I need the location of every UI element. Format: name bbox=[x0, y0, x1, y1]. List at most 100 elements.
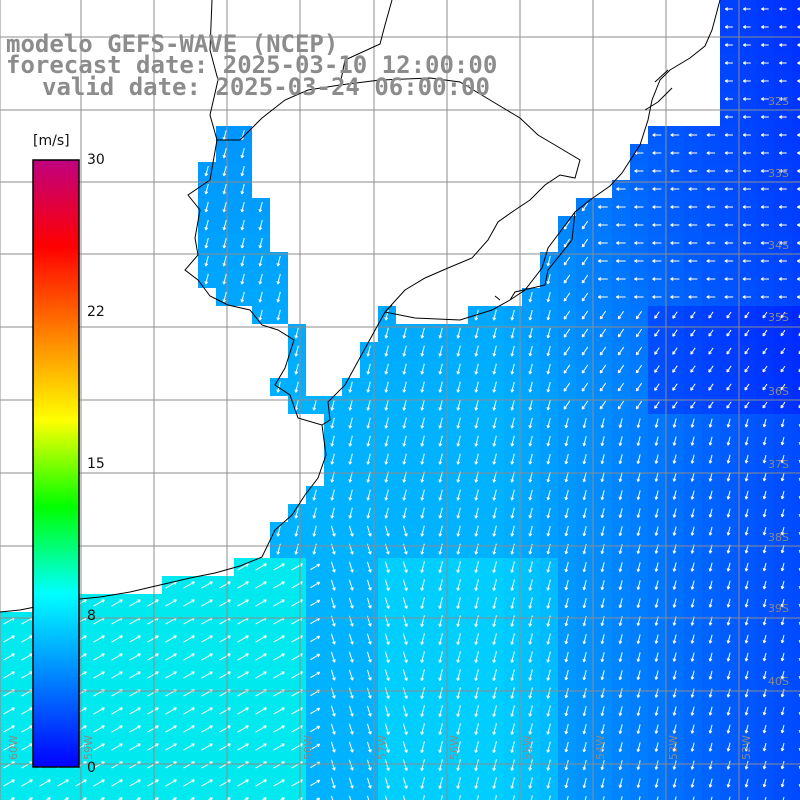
wind-arrow bbox=[276, 255, 281, 267]
wind-arrow bbox=[742, 223, 752, 227]
wind-arrow bbox=[384, 345, 389, 357]
wind-arrow bbox=[546, 561, 551, 573]
wind-arrow bbox=[456, 453, 461, 465]
wind-arrow bbox=[600, 580, 605, 591]
wind-arrow bbox=[762, 760, 767, 770]
wind-arrow bbox=[670, 133, 680, 137]
wind-arrow bbox=[564, 579, 569, 591]
field-cell bbox=[792, 522, 800, 540]
wind-arrow bbox=[93, 653, 105, 661]
wind-arrow bbox=[183, 725, 195, 733]
wind-arrow bbox=[706, 205, 716, 209]
field-cell bbox=[792, 612, 800, 630]
wind-arrow bbox=[672, 760, 677, 770]
wind-arrow bbox=[654, 508, 659, 518]
wind-arrow bbox=[708, 383, 714, 391]
wind-arrow bbox=[510, 723, 515, 735]
wind-arrow bbox=[564, 525, 569, 537]
wind-arrow bbox=[726, 329, 732, 337]
wind-arrow bbox=[384, 525, 390, 537]
wind-arrow bbox=[546, 381, 551, 393]
wind-arrow bbox=[384, 651, 390, 663]
wind-arrow bbox=[492, 309, 497, 321]
field-cell bbox=[144, 792, 162, 800]
wind-arrow bbox=[366, 435, 371, 447]
field-cell bbox=[792, 342, 800, 360]
field-cell bbox=[180, 792, 198, 800]
wind-arrow bbox=[510, 309, 515, 321]
wind-arrow bbox=[563, 346, 571, 356]
wind-arrow bbox=[617, 382, 625, 392]
wind-arrow bbox=[129, 599, 141, 607]
wind-arrow bbox=[546, 327, 551, 339]
field-cell bbox=[702, 792, 720, 800]
wind-arrow bbox=[384, 453, 389, 465]
field-cell bbox=[288, 792, 306, 800]
wind-arrow bbox=[706, 169, 716, 173]
wind-arrow bbox=[778, 187, 787, 191]
wind-arrow bbox=[672, 329, 678, 337]
wind-arrow bbox=[762, 383, 768, 391]
wind-arrow bbox=[618, 418, 623, 429]
wind-arrow bbox=[420, 615, 425, 627]
wind-arrow bbox=[384, 579, 390, 591]
wind-arrow bbox=[222, 201, 227, 213]
wind-arrow bbox=[600, 724, 605, 735]
wind-arrow bbox=[616, 295, 626, 299]
wind-arrow bbox=[672, 706, 677, 716]
wind-arrow bbox=[672, 652, 677, 662]
wind-arrow bbox=[258, 291, 263, 303]
wind-arrow bbox=[762, 347, 768, 355]
wind-arrow bbox=[129, 725, 141, 733]
wind-arrow bbox=[165, 707, 177, 715]
field-cell bbox=[558, 792, 576, 800]
wind-arrow bbox=[348, 705, 354, 717]
wind-arrow bbox=[760, 259, 769, 263]
wind-arrow bbox=[201, 653, 213, 661]
wind-arrow bbox=[672, 383, 678, 391]
wind-arrow bbox=[510, 579, 515, 591]
wind-arrow bbox=[600, 598, 605, 609]
wind-arrow bbox=[348, 633, 354, 645]
field-cell bbox=[792, 792, 800, 800]
wind-arrow bbox=[744, 778, 749, 788]
wind-arrow bbox=[744, 401, 750, 409]
wind-arrow bbox=[3, 725, 15, 733]
field-cell bbox=[576, 792, 594, 800]
wind-arrow bbox=[384, 597, 390, 609]
wind-arrow bbox=[672, 454, 677, 464]
wind-arrow bbox=[348, 723, 354, 735]
wind-arrow bbox=[636, 760, 641, 770]
wind-arrow bbox=[563, 382, 571, 392]
wind-arrow bbox=[742, 205, 751, 209]
wind-arrow bbox=[582, 562, 587, 573]
wind-arrow bbox=[310, 707, 321, 715]
wind-arrow bbox=[742, 115, 751, 119]
wind-arrow bbox=[366, 651, 372, 663]
wind-arrow bbox=[528, 435, 533, 447]
wind-arrow bbox=[492, 579, 497, 591]
lon-label-54w: 54W bbox=[594, 735, 607, 760]
wind-arrow bbox=[546, 291, 551, 303]
wind-arrow bbox=[654, 472, 659, 482]
wind-arrow bbox=[111, 653, 123, 661]
wind-arrow bbox=[616, 259, 626, 263]
wind-arrow bbox=[402, 399, 407, 411]
wind-arrow bbox=[654, 706, 659, 716]
wind-arrow bbox=[726, 742, 731, 752]
wind-arrow bbox=[618, 508, 623, 519]
wind-arrow bbox=[528, 471, 533, 483]
wind-arrow bbox=[474, 399, 479, 411]
wind-arrow bbox=[402, 597, 408, 609]
wind-arrow bbox=[546, 741, 551, 753]
wind-arrow bbox=[636, 436, 641, 446]
wind-arrow bbox=[276, 273, 281, 285]
wind-arrow bbox=[165, 743, 177, 751]
wind-arrow bbox=[564, 633, 569, 645]
wind-arrow bbox=[760, 115, 769, 119]
wind-arrow bbox=[582, 472, 587, 483]
field-cell bbox=[792, 450, 800, 468]
wind-arrow bbox=[474, 453, 479, 465]
wind-arrow bbox=[778, 277, 787, 281]
wind-arrow bbox=[692, 796, 695, 800]
